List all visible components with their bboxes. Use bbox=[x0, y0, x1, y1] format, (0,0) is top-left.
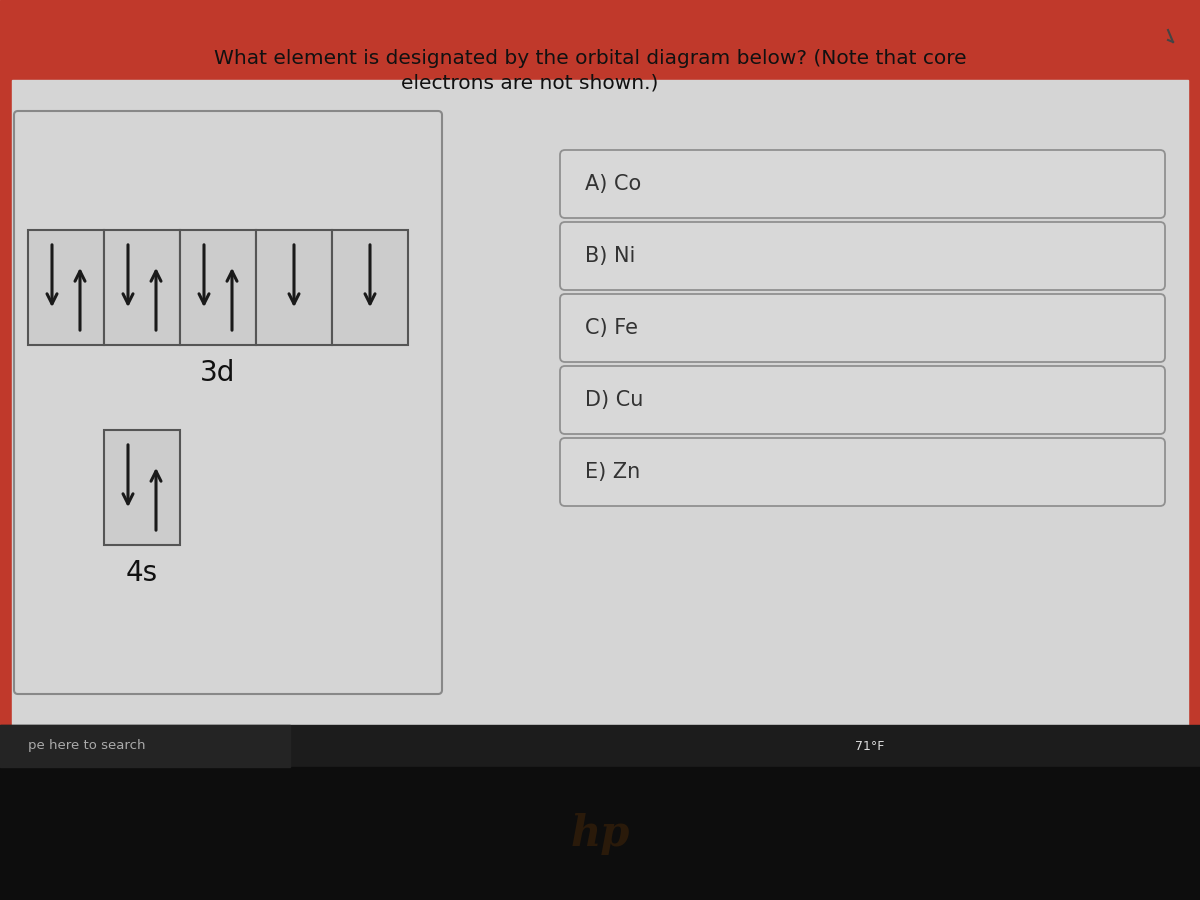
FancyBboxPatch shape bbox=[560, 366, 1165, 434]
Bar bbox=[332, 230, 408, 345]
Text: hp: hp bbox=[570, 813, 630, 855]
Text: C) Fe: C) Fe bbox=[586, 318, 638, 338]
Text: electrons are not shown.): electrons are not shown.) bbox=[401, 74, 659, 93]
Bar bbox=[0, 725, 1200, 767]
Bar bbox=[0, 0, 1200, 80]
FancyBboxPatch shape bbox=[560, 222, 1165, 290]
Text: B) Ni: B) Ni bbox=[586, 246, 635, 266]
FancyBboxPatch shape bbox=[560, 438, 1165, 506]
Bar bbox=[256, 230, 332, 345]
Text: 3d: 3d bbox=[200, 359, 235, 387]
Bar bbox=[180, 230, 256, 345]
Text: 71°F: 71°F bbox=[854, 740, 884, 752]
Text: D) Cu: D) Cu bbox=[586, 390, 643, 410]
Text: A) Co: A) Co bbox=[586, 174, 641, 194]
Bar bbox=[104, 230, 180, 345]
FancyBboxPatch shape bbox=[14, 111, 442, 694]
FancyBboxPatch shape bbox=[560, 294, 1165, 362]
Bar bbox=[0, 725, 290, 767]
Bar bbox=[1188, 80, 1200, 725]
Text: What element is designated by the orbital diagram below? (Note that core: What element is designated by the orbita… bbox=[214, 49, 966, 68]
Text: pe here to search: pe here to search bbox=[28, 740, 145, 752]
FancyBboxPatch shape bbox=[560, 150, 1165, 218]
Bar bbox=[0, 767, 1200, 900]
Bar bbox=[104, 430, 180, 545]
Bar bbox=[12, 80, 1188, 725]
Text: 4s: 4s bbox=[126, 559, 158, 587]
Bar bbox=[28, 230, 104, 345]
Bar bbox=[0, 80, 12, 725]
Text: E) Zn: E) Zn bbox=[586, 462, 641, 482]
